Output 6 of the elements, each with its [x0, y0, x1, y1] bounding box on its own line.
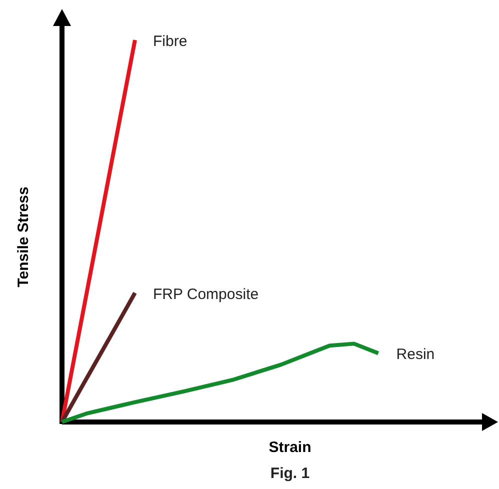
- series-label: FRP Composite: [152, 286, 259, 303]
- caption: Fig. 1: [270, 465, 310, 482]
- series-label: Fibre: [152, 32, 188, 50]
- series-label: Resin: [396, 346, 435, 364]
- y-axis-title: Tensile Stress: [15, 186, 32, 288]
- x-axis-title: Strain: [268, 439, 312, 456]
